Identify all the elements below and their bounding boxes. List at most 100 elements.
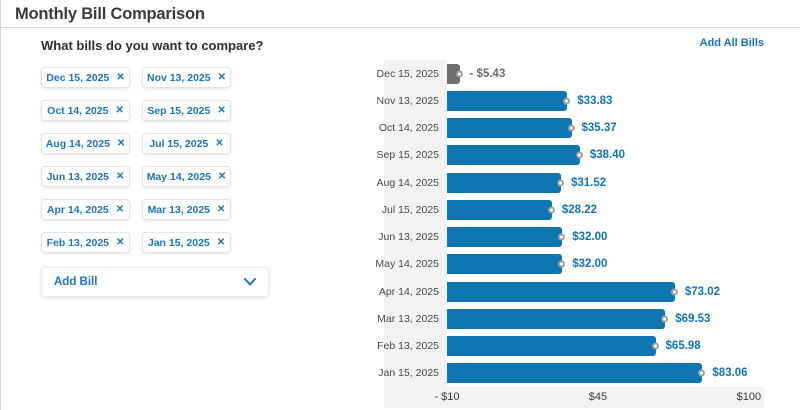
- bill-chip[interactable]: Feb 13, 2025 ✕: [41, 232, 130, 253]
- add-all-bills-link[interactable]: Add All Bills: [699, 37, 764, 49]
- chart-row-label: Jun 13, 2025: [378, 223, 447, 251]
- bill-chip[interactable]: Mar 13, 2025 ✕: [142, 199, 231, 220]
- chart-row-label: Mar 13, 2025: [377, 305, 447, 333]
- chart-row-plot: $83.06: [447, 360, 764, 387]
- chart-bar[interactable]: [447, 281, 678, 302]
- chart-row-label: Jan 15, 2025: [378, 359, 447, 387]
- chart-bar[interactable]: [447, 227, 566, 248]
- remove-bill-icon[interactable]: ✕: [116, 237, 125, 248]
- add-bill-dropdown[interactable]: Add Bill: [41, 267, 269, 297]
- bill-chip-label: Jan 15, 2025: [147, 236, 210, 249]
- bar-end-marker: [670, 288, 678, 296]
- remove-bill-icon[interactable]: ✕: [116, 72, 125, 83]
- chart-bar[interactable]: [447, 90, 571, 111]
- title-divider: [1, 27, 800, 28]
- chart-row-label: Oct 14, 2025: [379, 114, 447, 142]
- chart-row-label: Feb 13, 2025: [377, 332, 447, 360]
- chart-bar[interactable]: [447, 118, 575, 139]
- page-title: Monthly Bill Comparison: [15, 5, 205, 23]
- chart-bar[interactable]: [447, 172, 564, 193]
- chart-bar[interactable]: [447, 63, 463, 84]
- chart-row: Feb 13, 2025 $65.98: [377, 332, 764, 360]
- chart-row: Jul 15, 2025 $28.22: [382, 196, 764, 224]
- remove-bill-icon[interactable]: ✕: [217, 105, 226, 116]
- bill-chips-grid: Dec 15, 2025 ✕ Nov 13, 2025 ✕ Oct 14, 20…: [41, 67, 271, 253]
- chart-row: Dec 15, 2025 - $5.43: [377, 60, 764, 88]
- chart-row-plot: $38.40: [447, 142, 764, 169]
- bar-value-label: $28.22: [561, 203, 598, 216]
- bar-end-marker: [547, 206, 555, 214]
- bar-value-label: $83.06: [712, 367, 748, 380]
- bar-value-label: $33.83: [577, 94, 613, 107]
- bill-chip[interactable]: Sep 15, 2025 ✕: [142, 100, 231, 121]
- chart-row: Mar 13, 2025 $69.53: [377, 305, 764, 333]
- chart-row-plot: $73.02: [447, 278, 764, 305]
- bar-value-label: $69.53: [675, 312, 711, 325]
- x-axis-tick-label: - $10: [434, 391, 460, 403]
- chart-row: Jan 15, 2025 $83.06: [378, 359, 764, 387]
- bill-chip[interactable]: Nov 13, 2025 ✕: [142, 67, 231, 88]
- add-bill-label: Add Bill: [54, 276, 98, 288]
- bar-end-marker: [455, 70, 463, 78]
- bill-chip-label: Dec 15, 2025: [46, 71, 110, 84]
- remove-bill-icon[interactable]: ✕: [217, 171, 227, 182]
- bill-chip[interactable]: Apr 14, 2025 ✕: [41, 199, 130, 220]
- chart-row-label: May 14, 2025: [375, 250, 447, 278]
- bill-chip-label: Mar 13, 2025: [147, 203, 211, 216]
- bill-chip-label: Sep 15, 2025: [147, 104, 211, 117]
- bar-end-marker: [558, 233, 566, 241]
- chart-bar[interactable]: [447, 308, 669, 329]
- bills-panel: What bills do you want to compare? Dec 1…: [41, 38, 271, 297]
- chart-row-plot: $69.53: [447, 305, 764, 332]
- remove-bill-icon[interactable]: ✕: [115, 204, 125, 215]
- remove-bill-icon[interactable]: ✕: [217, 72, 227, 83]
- chart-bar[interactable]: [447, 145, 583, 166]
- bar-value-label: $73.02: [684, 285, 721, 298]
- bill-chip[interactable]: Aug 14, 2025 ✕: [41, 133, 130, 154]
- bill-chip-label: Jun 13, 2025: [46, 170, 110, 183]
- chart-row: Oct 14, 2025 $35.37: [379, 114, 764, 142]
- chart-row-plot: $28.22: [447, 196, 764, 223]
- remove-bill-icon[interactable]: ✕: [116, 138, 126, 149]
- chart-bar[interactable]: [447, 199, 555, 220]
- chart-bar[interactable]: [447, 336, 659, 357]
- chart-row: Nov 13, 2025 $33.83: [377, 87, 764, 115]
- chart-row: May 14, 2025 $32.00: [375, 250, 764, 278]
- remove-bill-icon[interactable]: ✕: [115, 105, 124, 116]
- bill-chip-label: Apr 14, 2025: [46, 203, 109, 216]
- chart-row-label: Aug 14, 2025: [377, 169, 447, 197]
- chart-row-label: Dec 15, 2025: [377, 60, 447, 88]
- chart-row: Sep 15, 2025 $38.40: [377, 141, 764, 169]
- bar-value-label: $38.40: [589, 149, 626, 162]
- chevron-down-icon: [244, 278, 256, 286]
- remove-bill-icon[interactable]: ✕: [216, 237, 226, 248]
- bill-chip-label: Aug 14, 2025: [45, 137, 110, 150]
- bar-end-marker: [563, 97, 571, 105]
- chart-row: Aug 14, 2025 $31.52: [377, 169, 764, 197]
- bill-chip-label: Nov 13, 2025: [146, 71, 211, 84]
- bill-chip[interactable]: Dec 15, 2025 ✕: [41, 67, 130, 88]
- bill-chip[interactable]: Oct 14, 2025 ✕: [41, 100, 130, 121]
- bar-end-marker: [698, 369, 706, 377]
- bill-chip[interactable]: May 14, 2025 ✕: [142, 166, 231, 187]
- chart-row-plot: - $5.43: [447, 60, 764, 87]
- chart-row-plot: $32.00: [447, 224, 764, 251]
- chart-x-axis: - $10 $45 $100: [384, 387, 764, 408]
- remove-bill-icon[interactable]: ✕: [217, 204, 226, 215]
- chart-row-label: Nov 13, 2025: [377, 87, 447, 115]
- bill-chip[interactable]: Jul 15, 2025 ✕: [142, 133, 231, 154]
- bill-chip[interactable]: Jun 13, 2025 ✕: [41, 166, 130, 187]
- chart-row-plot: $32.00: [447, 251, 764, 278]
- chart-bar[interactable]: [447, 254, 566, 275]
- remove-bill-icon[interactable]: ✕: [116, 171, 125, 182]
- x-axis-tick-label: $45: [588, 391, 608, 403]
- chart-panel: Add All Bills Dec 15, 2025 - $5.43 Nov 1…: [375, 37, 764, 408]
- chart-row-label: Sep 15, 2025: [377, 141, 447, 169]
- remove-bill-icon[interactable]: ✕: [215, 138, 224, 149]
- bar-value-label: $35.37: [581, 122, 617, 135]
- bar-end-marker: [661, 315, 669, 323]
- bar-value-label: $32.00: [572, 258, 608, 271]
- chart-bar[interactable]: [447, 363, 706, 384]
- bill-chip[interactable]: Jan 15, 2025 ✕: [142, 232, 231, 253]
- bar-end-marker: [556, 179, 564, 187]
